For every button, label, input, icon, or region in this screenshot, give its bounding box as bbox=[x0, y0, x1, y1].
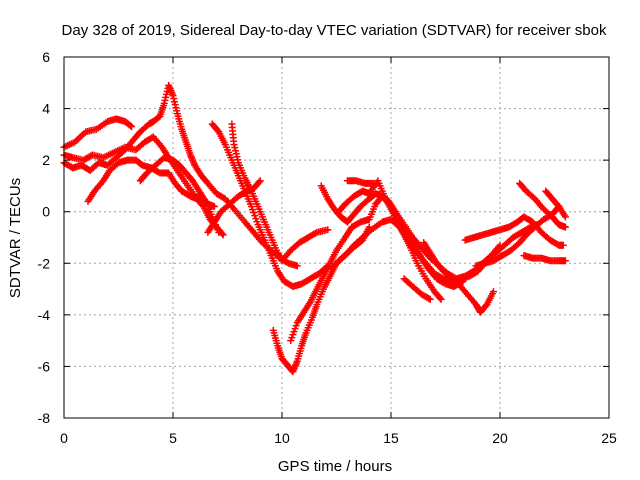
x-tick-label: 25 bbox=[601, 430, 617, 446]
series-track-15 bbox=[400, 275, 434, 303]
chart-title: Day 328 of 2019, Sidereal Day-to-day VTE… bbox=[62, 22, 607, 39]
data-point bbox=[561, 223, 569, 231]
data-point bbox=[311, 229, 319, 237]
y-axis-label: SDTVAR / TECUs bbox=[7, 178, 24, 298]
series-track-1 bbox=[60, 115, 136, 151]
series-track-20 bbox=[520, 252, 569, 265]
x-tick-label: 0 bbox=[60, 430, 68, 446]
x-tick-label: 20 bbox=[492, 430, 508, 446]
data-point bbox=[489, 288, 497, 296]
y-tick-label: -6 bbox=[38, 358, 51, 374]
y-tick-label: -2 bbox=[38, 255, 51, 271]
data-point bbox=[126, 122, 134, 130]
series-track-5 bbox=[136, 154, 223, 236]
y-tick-label: 0 bbox=[42, 204, 50, 220]
data-point bbox=[256, 177, 264, 185]
y-tick-label: -8 bbox=[38, 410, 51, 426]
data-point bbox=[559, 241, 567, 249]
plot-frame bbox=[63, 56, 610, 419]
data-point bbox=[561, 257, 569, 265]
y-tick-label: -4 bbox=[38, 307, 51, 323]
data-point bbox=[436, 294, 444, 302]
data-point bbox=[425, 295, 433, 303]
series-track-19 bbox=[516, 179, 569, 231]
axes: 0 5 10 15 20 25 -8 -6 -4 -2 0 2 4 6 bbox=[38, 49, 617, 446]
data-points bbox=[60, 81, 569, 376]
data-point bbox=[255, 178, 263, 186]
data-point bbox=[437, 295, 445, 303]
data-point bbox=[219, 231, 227, 239]
data-point bbox=[370, 179, 378, 187]
series-track-8 bbox=[228, 120, 332, 265]
series-track-13 bbox=[328, 223, 373, 272]
data-point bbox=[365, 223, 373, 231]
x-tick-label: 15 bbox=[383, 430, 399, 446]
data-point bbox=[324, 226, 332, 234]
data-point bbox=[561, 213, 569, 221]
grid bbox=[64, 57, 609, 418]
data-point bbox=[218, 230, 226, 238]
data-point bbox=[459, 277, 467, 285]
x-tick-label: 5 bbox=[169, 430, 177, 446]
data-point bbox=[426, 295, 434, 303]
series-track-7 bbox=[208, 120, 332, 290]
x-axis-label: GPS time / hours bbox=[278, 458, 392, 475]
x-tick-label: 10 bbox=[274, 430, 290, 446]
series-track-12 bbox=[335, 177, 445, 303]
y-tick-label: 4 bbox=[42, 101, 50, 117]
data-point bbox=[215, 228, 223, 236]
series-track-16 bbox=[420, 239, 497, 316]
series-track-14 bbox=[343, 177, 378, 187]
y-tick-label: 2 bbox=[42, 152, 50, 168]
data-point bbox=[210, 203, 218, 211]
data-point bbox=[496, 241, 504, 249]
data-point bbox=[293, 262, 301, 270]
series-track-21 bbox=[542, 187, 569, 221]
y-tick-label: 6 bbox=[42, 49, 50, 65]
data-point bbox=[128, 123, 136, 131]
